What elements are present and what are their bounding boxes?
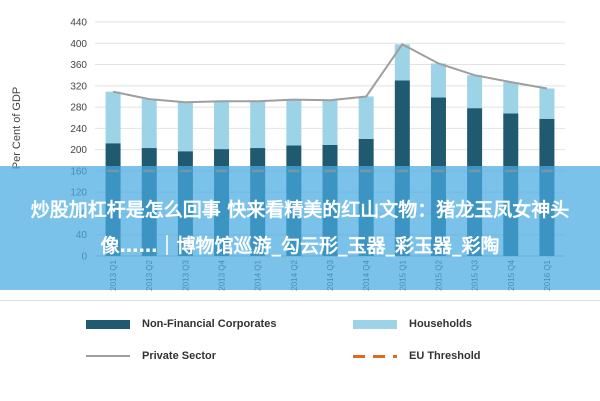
bar-households <box>141 99 157 149</box>
bar-households <box>358 96 374 139</box>
legend-label-eu-threshold: EU Threshold <box>409 350 481 362</box>
y-tick-label: 360 <box>70 60 87 71</box>
bar-households <box>322 100 338 145</box>
y-tick-label: 440 <box>70 18 87 29</box>
legend: Non-Financial Corporates Households Priv… <box>0 300 600 401</box>
legend-label-non-financial: Non-Financial Corporates <box>142 318 277 330</box>
legend-swatch-private-sector <box>86 355 130 357</box>
bar-households <box>430 63 446 98</box>
y-tick-label: 280 <box>70 103 87 114</box>
legend-swatch-non-financial <box>86 319 130 329</box>
title-overlay-banner[interactable]: 炒股加杠杆是怎么回事 快来看精美的红山文物：猪龙玉凤女神头像……｜博物馆巡游_勾… <box>0 166 600 290</box>
y-axis-label: Per Cent of GDP <box>11 87 23 170</box>
bar-households <box>539 88 555 119</box>
bar-households <box>467 75 483 109</box>
bar-households <box>503 82 519 114</box>
bar-households <box>286 99 302 146</box>
legend-item-non-financial-corporates: Non-Financial Corporates <box>86 318 276 330</box>
y-tick-label: 320 <box>70 81 87 92</box>
bar-households <box>250 101 266 149</box>
y-tick-label: 240 <box>70 124 87 135</box>
legend-item-private-sector: Private Sector <box>86 350 216 362</box>
legend-item-eu-threshold: EU Threshold <box>353 350 481 362</box>
legend-swatch-eu-threshold <box>353 354 397 358</box>
legend-swatch-households <box>353 319 397 329</box>
y-tick-label: 200 <box>70 145 87 156</box>
overlay-title-text[interactable]: 炒股加杠杆是怎么回事 快来看精美的红山文物：猪龙玉凤女神头像……｜博物馆巡游_勾… <box>30 199 570 257</box>
y-tick-label: 400 <box>70 39 87 50</box>
legend-label-private-sector: Private Sector <box>142 350 216 362</box>
bar-households <box>105 91 121 144</box>
bar-households <box>214 101 230 150</box>
bar-households <box>177 102 193 152</box>
legend-item-households: Households <box>353 318 472 330</box>
legend-label-households: Households <box>409 318 472 330</box>
private-sector-line <box>112 43 548 104</box>
bar-households <box>394 44 410 81</box>
